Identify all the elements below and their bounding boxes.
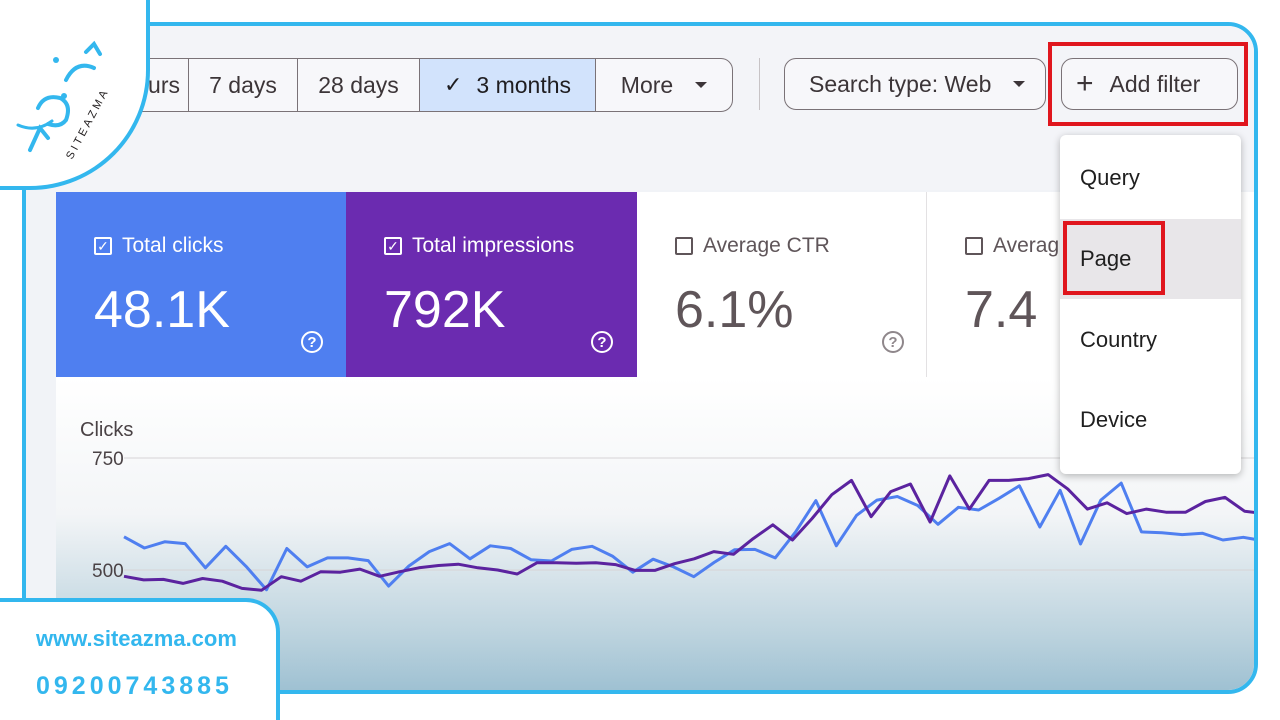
metric-value: 792K <box>384 281 506 339</box>
metric-label-row: ✓ Total clicks <box>94 234 224 258</box>
metric-card-average-ctr[interactable]: Average CTR 6.1% ? <box>637 192 927 377</box>
metric-cards: ✓ Total clicks 48.1K ? ✓ Total impressio… <box>56 192 1254 377</box>
add-filter-button[interactable]: + Add filter <box>1061 58 1238 110</box>
checkbox-checked-icon[interactable]: ✓ <box>94 237 112 255</box>
caret-down-icon <box>695 82 708 88</box>
menu-item-country[interactable]: Country <box>1060 300 1241 380</box>
line-chart: Clicks 500 750 <box>80 419 1254 592</box>
date-filter-more[interactable]: More <box>596 59 732 111</box>
menu-item-device[interactable]: Device <box>1060 380 1241 460</box>
search-type-button[interactable]: Search type: Web <box>784 58 1046 110</box>
y-axis-label: Clicks <box>80 419 133 441</box>
metric-label-row: Average CTR <box>675 234 830 258</box>
metric-card-total-clicks[interactable]: ✓ Total clicks 48.1K ? <box>56 192 346 377</box>
add-filter-highlight <box>1048 42 1248 126</box>
metric-label: Averag <box>993 234 1060 257</box>
metric-value: 7.4 <box>965 281 1038 339</box>
date-filter-label: urs <box>148 71 180 98</box>
checkbox-unchecked-icon[interactable] <box>965 237 983 255</box>
date-filter-3-months[interactable]: ✓ 3 months <box>420 59 596 111</box>
plus-icon: + <box>1076 67 1094 100</box>
impressions-series-line <box>123 473 1254 592</box>
checkbox-checked-icon[interactable]: ✓ <box>384 237 402 255</box>
help-icon[interactable]: ? <box>591 331 613 353</box>
contact-badge: www.siteazma.com 09200743885 <box>0 598 280 720</box>
menu-item-label: Query <box>1080 165 1140 190</box>
date-filter-hours[interactable]: urs <box>109 59 189 111</box>
metric-value: 6.1% <box>675 281 794 339</box>
date-filter-7-days[interactable]: 7 days <box>189 59 298 111</box>
menu-item-page[interactable]: Page <box>1060 219 1241 299</box>
help-icon[interactable]: ? <box>882 331 904 353</box>
search-type-label: Search type: Web <box>809 70 992 97</box>
menu-item-label: Device <box>1080 407 1148 432</box>
checkbox-unchecked-icon[interactable] <box>675 237 693 255</box>
metric-label: Total impressions <box>412 234 575 257</box>
metric-value: 48.1K <box>94 281 230 339</box>
screenshot-frame: urs 7 days 28 days ✓ 3 months More Searc… <box>22 22 1258 694</box>
checkmark-icon: ✓ <box>443 72 463 97</box>
clicks-series-line <box>123 481 1254 592</box>
toolbar-divider <box>759 58 760 110</box>
filter-dropdown-menu: Query Page Country Device <box>1060 135 1241 474</box>
date-filter-28-days[interactable]: 28 days <box>298 59 420 111</box>
brand-logo-text: SITEAZMA <box>64 86 112 161</box>
y-tick-label: 750 <box>92 449 124 470</box>
metric-label-row: Averag <box>965 234 1059 258</box>
website-text: www.siteazma.com <box>36 626 237 651</box>
y-tick-label: 500 <box>92 561 124 582</box>
metric-label: Total clicks <box>122 234 224 257</box>
metric-label: Average CTR <box>703 234 830 257</box>
date-filter-label: 3 months <box>476 71 572 98</box>
metric-label-row: ✓ Total impressions <box>384 234 574 258</box>
metric-card-total-impressions[interactable]: ✓ Total impressions 792K ? <box>346 192 637 377</box>
add-filter-label: Add filter <box>1109 70 1201 97</box>
brand-logo-icon: SITEAZMA <box>16 40 112 161</box>
help-icon[interactable]: ? <box>301 331 323 353</box>
menu-item-label: Page <box>1080 246 1132 271</box>
date-range-selector: urs 7 days 28 days ✓ 3 months More <box>108 58 733 112</box>
caret-down-icon <box>1013 81 1026 87</box>
brand-logo-badge: SITEAZMA <box>0 0 150 190</box>
menu-item-query[interactable]: Query <box>1060 138 1241 218</box>
page-item-highlight <box>1063 221 1165 295</box>
date-filter-label: 28 days <box>318 71 399 98</box>
date-filter-label: More <box>620 71 674 98</box>
menu-item-label: Country <box>1080 327 1158 352</box>
date-filter-label: 7 days <box>209 71 277 98</box>
phone-text: 09200743885 <box>36 672 233 700</box>
